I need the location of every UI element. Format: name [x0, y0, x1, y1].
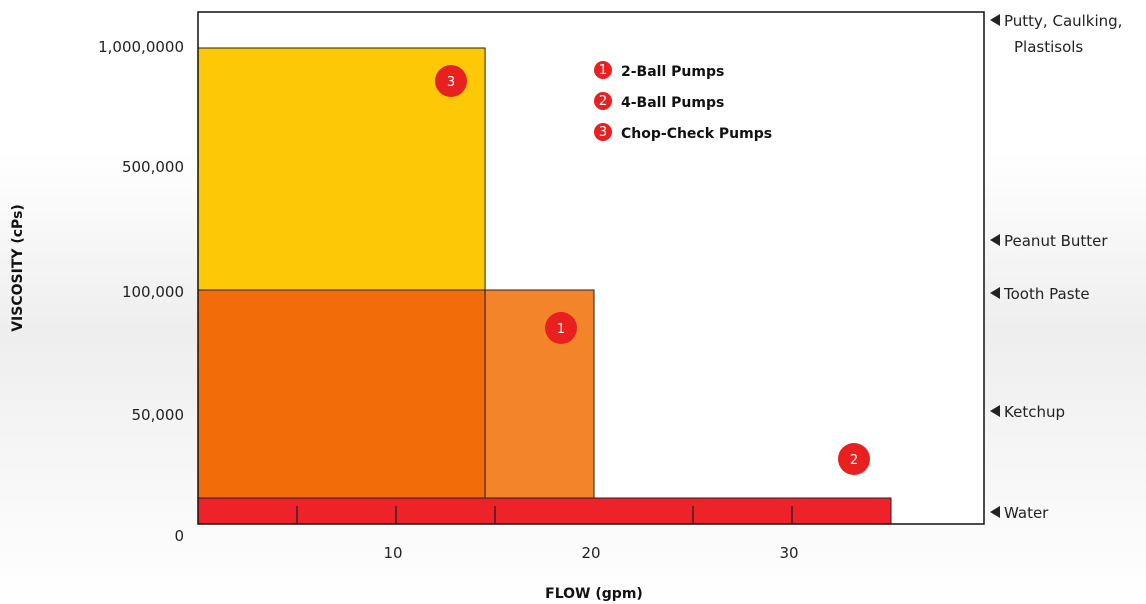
- y-tick-label: 1,000,0000: [98, 38, 184, 56]
- badge-3-label: 3: [447, 75, 455, 90]
- badge-1: 1: [545, 312, 577, 344]
- arrow-left-icon: [990, 14, 1000, 26]
- x-tick-label: 30: [779, 544, 798, 562]
- y-axis-title: VISCOSITY (cPs): [10, 204, 26, 332]
- x-axis-title: FLOW (gpm): [545, 586, 643, 602]
- bar-overlap-chop-2ball: [197, 289, 486, 525]
- legend-label-chop-check-pumps: Chop-Check Pumps: [621, 126, 772, 142]
- annotation-peanut-butter: Peanut Butter: [1004, 232, 1108, 250]
- legend-label-4-ball-pumps: 4-Ball Pumps: [621, 95, 724, 111]
- y-tick-labels: 1,000,0000 500,000 100,000 50,000 0: [98, 38, 184, 545]
- x-tick-label: 20: [581, 544, 600, 562]
- legend-badge-2: [594, 92, 612, 110]
- arrow-left-icon: [990, 287, 1000, 299]
- badge-2-label: 2: [850, 453, 858, 468]
- arrow-left-icon: [990, 405, 1000, 417]
- legend: 1 2-Ball Pumps 2 4-Ball Pumps 3 Chop-Che…: [594, 61, 772, 142]
- y-tick-label: 100,000: [122, 283, 184, 301]
- legend-badge-2-num: 2: [599, 94, 607, 109]
- legend-badge-3: [594, 123, 612, 141]
- annotation-ketchup: Ketchup: [1004, 403, 1065, 421]
- inner-tick-marks: [296, 506, 793, 524]
- badge-1-label: 1: [557, 322, 565, 337]
- plot-frame: [197, 11, 985, 525]
- badge-3: 3: [435, 65, 467, 97]
- arrow-left-icon: [990, 506, 1000, 518]
- annotation-plastisols: Plastisols: [1014, 38, 1083, 56]
- legend-badge-1: [594, 61, 612, 79]
- y-tick-label: 50,000: [132, 406, 185, 424]
- bar-2-ball-pumps: [484, 289, 595, 525]
- annotation-water: Water: [1004, 504, 1049, 522]
- y-tick-label: 0: [174, 527, 184, 545]
- x-tick-labels: 10 20 30: [383, 544, 798, 562]
- reference-fluids: Putty, Caulking, Plastisols Peanut Butte…: [990, 12, 1122, 522]
- annotation-tooth-paste: Tooth Paste: [1003, 285, 1090, 303]
- annotation-putty: Putty, Caulking,: [1004, 12, 1122, 30]
- legend-badge-3-num: 3: [599, 125, 607, 140]
- legend-badge-1-num: 1: [599, 63, 607, 78]
- arrow-left-icon: [990, 234, 1000, 246]
- badge-2: 2: [838, 443, 870, 475]
- legend-label-2-ball-pumps: 2-Ball Pumps: [621, 64, 724, 80]
- bar-4-ball-pumps: [197, 497, 892, 525]
- y-tick-label: 500,000: [122, 158, 184, 176]
- x-tick-label: 10: [383, 544, 402, 562]
